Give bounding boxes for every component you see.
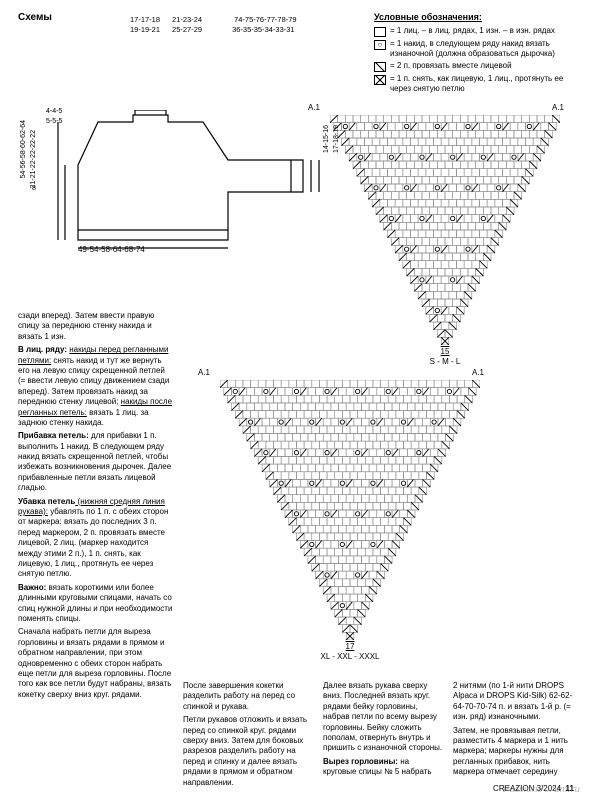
text-columns: сзади вперед). Затем ввести правую спицу… <box>18 311 574 791</box>
legend-item: = 1 лиц. – в лиц. рядах, 1 изн. – в изн.… <box>374 26 574 37</box>
column-2: После завершения кокетки разделить работ… <box>183 681 313 791</box>
watermark: PassionForum.ru <box>503 783 580 797</box>
legend-item: = 2 п. провязать вместе лицевой <box>374 61 574 72</box>
garment-svg <box>43 110 343 250</box>
legend-symbol-diag <box>374 62 386 72</box>
legend-item: = 1 п. снять, как лицевую, 1 лиц., протя… <box>374 74 574 94</box>
column-1: сзади вперед). Затем ввести правую спицу… <box>18 311 173 791</box>
legend-symbol-cross <box>374 75 386 85</box>
legend-symbol-square <box>374 27 386 37</box>
legend-block: Условные обозначения: = 1 лиц. – в лиц. … <box>374 12 574 96</box>
legend-symbol-circle <box>374 40 386 50</box>
schema-label: Схемы <box>18 12 52 25</box>
column-3: Далее вязать рукава сверху вниз. Последн… <box>323 681 443 791</box>
legend-item: = 1 накид, в следующем ряду накид вязать… <box>374 39 574 59</box>
legend-title: Условные обозначения: <box>374 12 574 23</box>
top-measurements: 17-17-18 21-23-24 74-75-76-77-78-79 19-1… <box>130 14 297 36</box>
column-4: 2 нитями (по 1-й нити DROPS Alpaca и DRO… <box>453 681 573 791</box>
